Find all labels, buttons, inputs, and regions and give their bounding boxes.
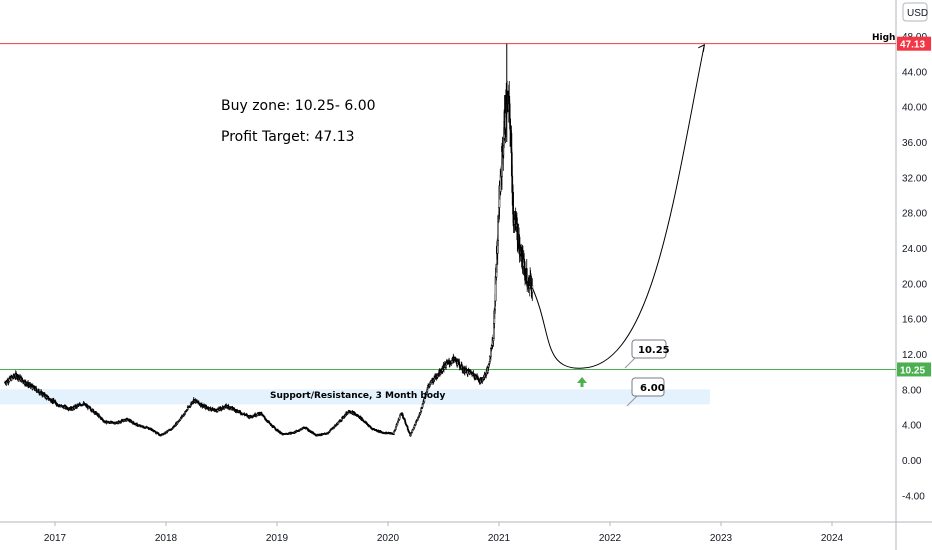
y-tick-label: 32.00 <box>902 173 927 184</box>
y-tick-label: 40.00 <box>902 103 927 114</box>
callout-upper[interactable]: 10.25 <box>624 339 670 369</box>
svg-text:6.00: 6.00 <box>640 383 665 394</box>
candles <box>4 43 534 437</box>
y-tick-label: 20.00 <box>902 279 927 290</box>
x-tick-label: 2022 <box>599 533 622 544</box>
projection-curve[interactable] <box>531 44 705 369</box>
y-tick-label: 16.00 <box>902 315 927 326</box>
x-tick-label: 2021 <box>488 533 511 544</box>
svg-text:USD: USD <box>907 8 928 19</box>
svg-text:10.25: 10.25 <box>900 365 925 376</box>
x-tick-label: 2020 <box>377 533 400 544</box>
up-arrow-icon <box>577 377 587 387</box>
support-resistance-label[interactable]: Support/Resistance, 3 Month body <box>270 391 445 401</box>
y-tick-label: 0.00 <box>902 456 922 467</box>
profit-target-annotation[interactable]: Profit Target: 47.13 <box>221 129 355 145</box>
x-tick-label: 2023 <box>710 533 733 544</box>
support-price-badge[interactable]: 10.25 <box>897 362 931 377</box>
plot-area[interactable] <box>0 0 896 522</box>
x-tick-label: 2017 <box>44 533 67 544</box>
y-tick-label: 24.00 <box>902 244 927 255</box>
svg-text:10.25: 10.25 <box>638 345 670 356</box>
y-tick-label: 4.00 <box>902 421 922 432</box>
x-tick-label: 2018 <box>155 533 178 544</box>
projection-arrowhead-icon <box>698 43 705 52</box>
price-axis[interactable]: -4.00 0.00 4.00 8.00 12.00 16.00 20.00 24.00 28.… <box>902 32 927 502</box>
svg-text:47.13: 47.13 <box>900 40 925 51</box>
high-price-badge[interactable]: 47.13 <box>897 36 931 51</box>
y-tick-label: 12.00 <box>902 350 927 361</box>
y-tick-label: 36.00 <box>902 138 927 149</box>
buy-zone-annotation[interactable]: Buy zone: 10.25- 6.00 <box>221 98 376 114</box>
callout-lower[interactable]: 6.00 <box>626 377 665 407</box>
y-tick-label: 44.00 <box>902 67 927 78</box>
y-tick-label: 8.00 <box>902 385 922 396</box>
y-tick-label: 28.00 <box>902 209 927 220</box>
y-tick-label: -4.00 <box>902 491 925 502</box>
time-axis[interactable]: 2017 2018 2019 2020 2021 2022 2023 2024 <box>44 522 844 544</box>
high-label: High <box>872 33 895 43</box>
x-tick-label: 2019 <box>266 533 289 544</box>
support-zone[interactable] <box>0 389 710 405</box>
x-tick-label: 2024 <box>821 533 844 544</box>
currency-button[interactable]: USD <box>902 2 928 22</box>
